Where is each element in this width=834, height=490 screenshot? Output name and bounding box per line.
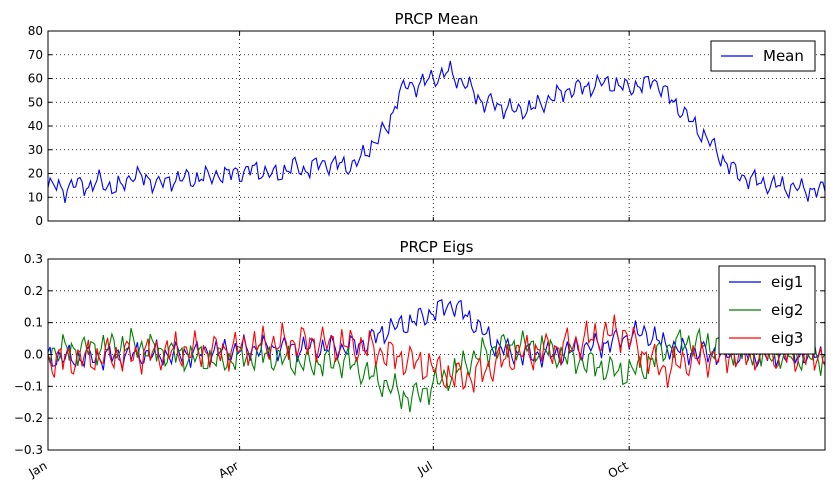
eigs-y-ticks: −0.3 −0.2 −0.1 0.0 0.1 0.2 0.3 — [14, 252, 825, 457]
y-tick-label: 20 — [28, 167, 43, 181]
eigs-x-ticks — [47, 259, 630, 450]
y-tick-label: 60 — [28, 72, 43, 86]
mean-grid — [48, 31, 825, 221]
eigs-chart-title: PRCP Eigs — [400, 238, 474, 256]
month-label-jul: Jul — [414, 458, 434, 478]
legend-label-eig3: eig3 — [771, 329, 803, 347]
mean-x-ticks — [47, 31, 630, 221]
y-tick-label: 0.2 — [24, 284, 43, 298]
eigs-chart-panel: −0.3−0.2−0.10.00.10.20.3 PRCP Eigs eig1e… — [14, 238, 826, 481]
eigs-grid — [48, 259, 825, 450]
y-tick-label: 30 — [28, 143, 43, 157]
y-tick-label: 0.0 — [24, 348, 43, 362]
y-tick-label: 50 — [28, 95, 43, 109]
mean-chart-title: PRCP Mean — [395, 10, 479, 28]
eigs-legend: eig1 eig2 eig3 — [718, 265, 816, 355]
legend-label-Mean: Mean — [763, 47, 804, 65]
eigs-series-lines — [48, 299, 825, 413]
series-line-Mean — [48, 60, 825, 203]
y-tick-label: 10 — [28, 190, 43, 204]
y-tick-label: −0.1 — [14, 379, 43, 393]
y-tick-label: 0.1 — [24, 316, 43, 330]
legend-label-eig1: eig1 — [771, 273, 803, 291]
y-tick-label: 0.3 — [24, 252, 43, 266]
legend-label-eig2: eig2 — [771, 301, 803, 319]
y-tick-label: 70 — [28, 48, 43, 62]
y-tick-label: 0 — [35, 214, 43, 228]
y-tick-label: 40 — [28, 119, 43, 133]
y-tick-label: −0.3 — [14, 443, 43, 457]
series-line-eig3 — [48, 314, 825, 393]
y-tick-label: 80 — [28, 24, 43, 38]
mean-y-ticks: 0 10 20 30 40 50 60 70 80 — [28, 24, 825, 228]
mean-series-lines — [48, 60, 825, 203]
mean-chart-panel: 0 10 20 30 40 50 60 70 80 PRCP Mean Mean — [28, 10, 826, 228]
mean-legend: Mean — [710, 40, 816, 72]
y-tick-label: −0.2 — [14, 411, 43, 425]
